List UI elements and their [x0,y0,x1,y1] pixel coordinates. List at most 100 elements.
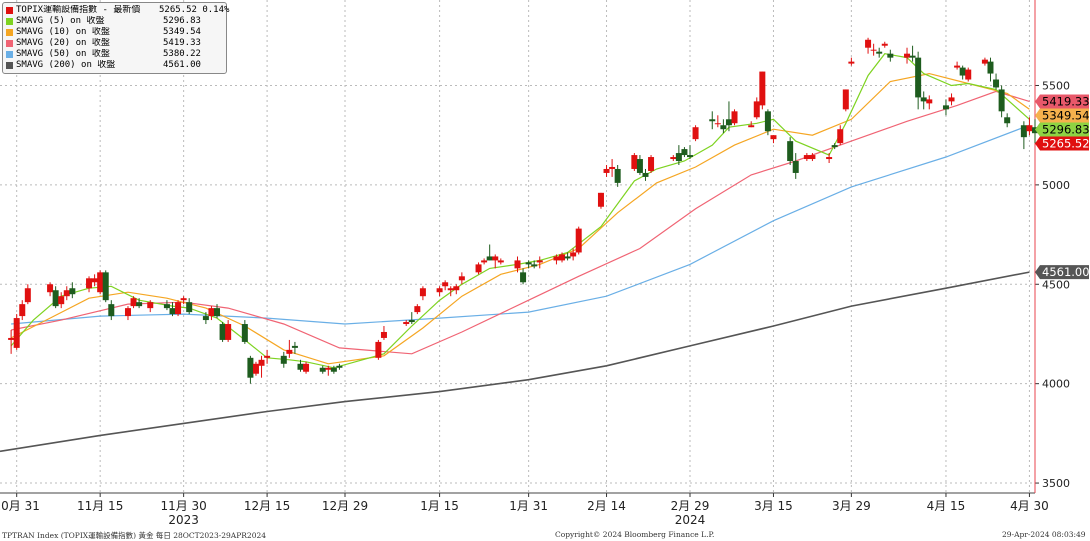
x-tick-label: 12月 15 [244,499,290,513]
candle-body [1020,125,1027,138]
candle-body [380,331,387,338]
candle-body [91,278,98,283]
candle-body [553,256,560,261]
candle-body [475,264,482,273]
legend-value: 5349.54 [163,27,201,37]
legend-label: SMAVG (10) on 收盤 [16,27,110,37]
candle-body [692,127,699,140]
candle-body [458,276,465,281]
footer-copyright: Copyright© 2024 Bloomberg Finance L.P. [555,530,715,539]
candle-body [419,288,426,297]
legend-entry-sma5: SMAVG (5) on 收盤 5296.83 [6,16,223,27]
candle-body [208,308,215,317]
candle-body [280,355,287,364]
candle-body [520,272,527,283]
candle-body [291,345,298,348]
candle-body [130,298,137,307]
candle-body [319,367,326,372]
legend-swatch [6,7,13,14]
candle-body [870,49,877,51]
candle-body [792,161,799,173]
x-tick-label: 11月 15 [77,499,123,513]
candle-body [124,308,131,317]
candle-body [764,111,771,132]
candle-body [514,260,521,269]
y-tick-label: 3500 [1042,477,1070,490]
candle-body [642,172,649,177]
candle-body [681,149,688,156]
candle-body [842,89,849,110]
price-tag-bg [1035,265,1089,280]
candle-body [981,59,988,64]
candle-body [648,157,655,171]
candle-body [58,296,65,305]
legend-entry-sma20: SMAVG (20) on 收盤 5419.33 [6,38,223,49]
candle-body [13,318,20,348]
ma-line-3 [11,124,1030,325]
candle-body [1004,117,1011,124]
candle-body [564,256,571,259]
candle-body [8,337,15,340]
candle-body [770,135,777,140]
legend-entry-sma10: SMAVG (10) on 收盤 5349.54 [6,27,223,38]
candle-body [942,105,949,110]
candle-body [525,262,532,265]
candle-body [948,97,955,102]
candle-body [636,159,643,173]
candle-body [63,290,70,297]
candle-body [787,141,794,162]
x-tick-label: 4月 15 [927,499,966,513]
price-tag-bg [1035,122,1089,137]
candle-body [536,260,543,263]
candle-body [959,67,966,76]
candle-body [147,302,154,309]
x-tick-label: 2月 29 [671,499,710,513]
footer-timestamp: 29-Apr-2024 08:03:49 [1002,530,1086,539]
candle-body [175,302,182,315]
candle-body [570,252,577,257]
candle-body [136,302,143,307]
legend-value: 5296.83 [163,16,201,26]
candle-body [865,39,872,48]
price-tag-label: 5349.54 [1042,109,1090,123]
candle-body [748,125,755,128]
candle-body [486,256,493,261]
chart-legend: TOPIX運輸設備指數 - 最新價 5265.52 0.14% SMAVG (5… [2,2,230,74]
candle-body [597,192,604,207]
candle-body [920,97,927,102]
price-tag-label: 5265.52 [1042,137,1090,151]
candle-body [614,168,621,183]
candle-body [1026,125,1033,132]
x-year-label: 2023 [168,513,199,527]
candle-body [687,155,693,158]
candle-body [575,228,582,253]
x-tick-label: 12月 29 [322,499,368,513]
candle-body [286,349,293,354]
candle-body [837,129,844,144]
candle-body [102,272,109,301]
price-tag-bg [1035,136,1089,151]
candle-body [375,341,382,358]
candle-body [258,359,265,366]
candle-body [264,355,271,358]
candle-body [904,53,911,58]
candle-body [169,308,176,315]
candle-body [993,79,1000,88]
candle-body [497,260,504,263]
candle-body [408,320,415,323]
legend-label: SMAVG (200) on 收盤 [16,60,116,70]
y-tick-label: 4000 [1042,378,1070,391]
candle-body [219,324,226,340]
legend-swatch [6,51,13,58]
candle-body [965,69,972,80]
legend-label: SMAVG (5) on 收盤 [16,16,105,26]
x-tick-label: 2月 14 [587,499,626,513]
candle-body [926,99,933,104]
candle-body [848,61,855,64]
plot-area [0,0,1035,493]
legend-value: 5265.52 0.14% [159,5,230,15]
legend-label: SMAVG (20) on 收盤 [16,38,110,48]
footer-left: TPTRAN Index (TOPIX運輸設備指數) 黃金 每日 28OCT20… [2,531,267,540]
candle-body [303,363,310,372]
candle-body [453,286,460,291]
